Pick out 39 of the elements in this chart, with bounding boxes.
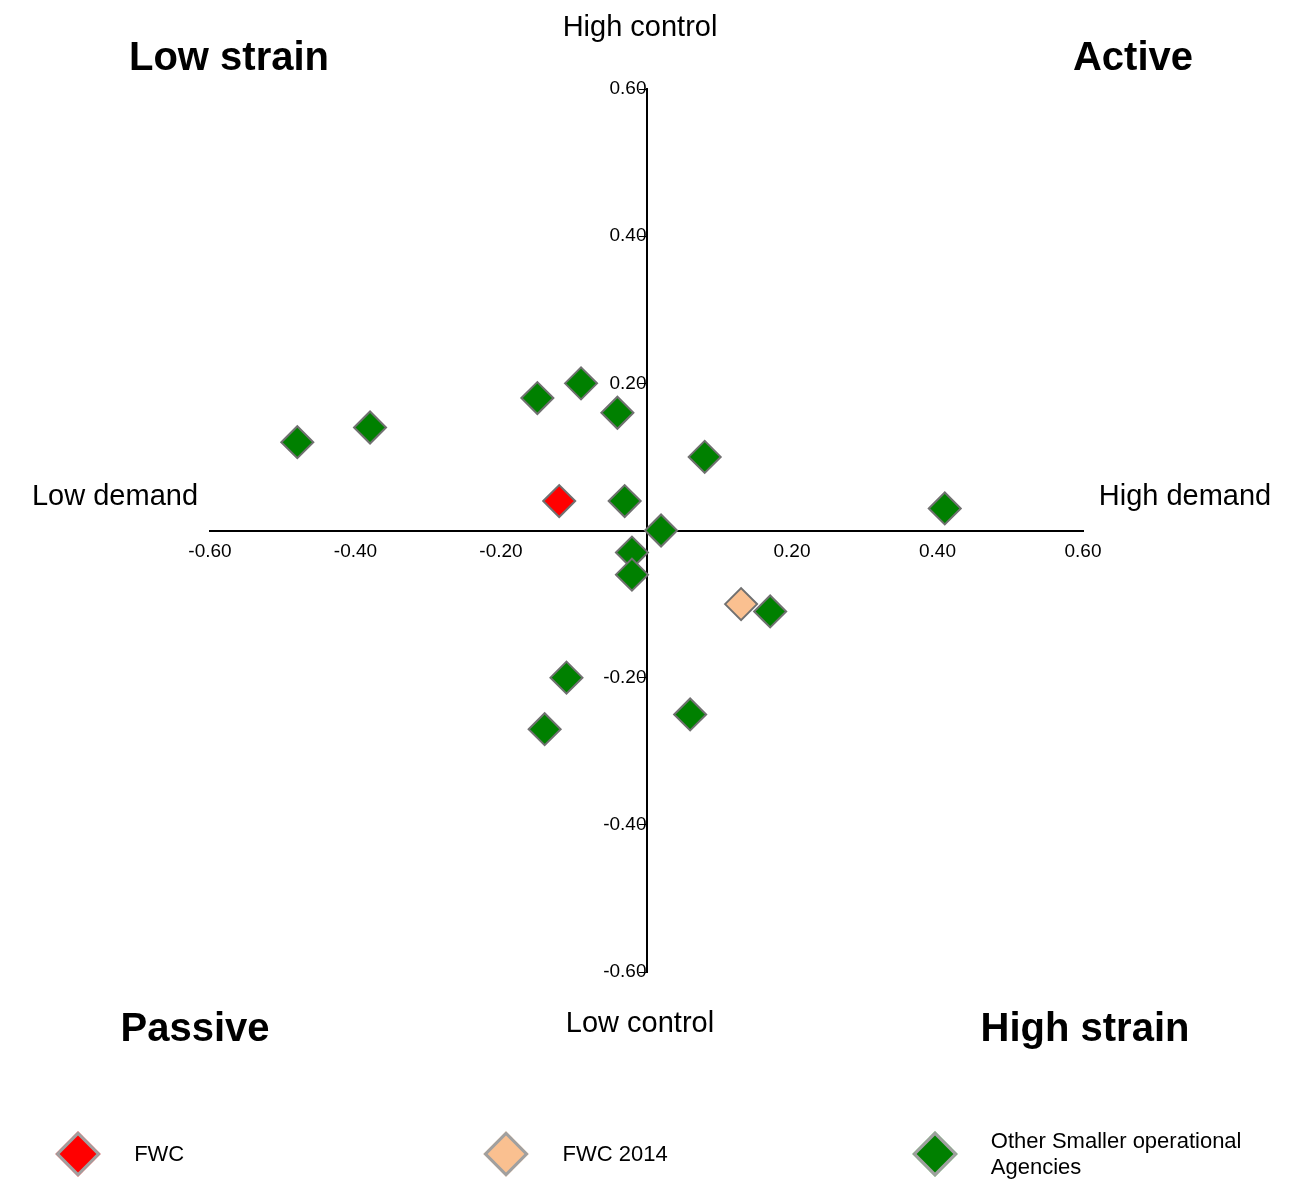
text: High control bbox=[562, 10, 718, 43]
x-tick-label: 0.20 bbox=[773, 540, 811, 562]
point bbox=[614, 557, 649, 592]
point bbox=[353, 410, 388, 445]
y-tick-label: -0.20 bbox=[603, 665, 647, 687]
y-tick-label: -0.60 bbox=[603, 960, 647, 982]
point bbox=[542, 484, 577, 519]
point bbox=[607, 484, 642, 519]
point bbox=[520, 381, 555, 416]
text: Passive bbox=[120, 1005, 270, 1050]
point bbox=[644, 513, 679, 548]
text: Active bbox=[1072, 34, 1194, 79]
x-tick-label: 0.40 bbox=[919, 540, 956, 562]
point bbox=[753, 594, 788, 629]
y-tick-label: 0.40 bbox=[609, 224, 647, 246]
point bbox=[280, 425, 315, 460]
x-tick-label: -0.20 bbox=[479, 540, 523, 562]
point bbox=[564, 366, 599, 401]
point bbox=[600, 395, 635, 430]
x-tick-label: -0.40 bbox=[333, 540, 378, 562]
point bbox=[687, 439, 722, 474]
x-tick-label: 0.60 bbox=[1064, 540, 1102, 562]
legend-label: FWC 2014 bbox=[562, 1141, 669, 1167]
point bbox=[724, 587, 759, 622]
point bbox=[527, 712, 562, 747]
point bbox=[927, 491, 962, 526]
point bbox=[549, 660, 584, 695]
y-tick-label: -0.40 bbox=[603, 813, 647, 835]
text: Low control bbox=[565, 1006, 715, 1039]
point bbox=[673, 697, 708, 732]
text: High strain bbox=[980, 1005, 1190, 1050]
text: Low strain bbox=[128, 34, 330, 79]
x-tick-label: -0.60 bbox=[188, 540, 232, 562]
text: High demand bbox=[1098, 479, 1272, 512]
y-tick-label: 0.20 bbox=[609, 371, 647, 393]
text: Low demand bbox=[31, 479, 199, 512]
y-tick-label: 0.60 bbox=[609, 77, 647, 99]
legend-label: FWC bbox=[134, 1141, 186, 1167]
legend-label: Other Smaller operational Agencies bbox=[990, 1128, 1243, 1179]
